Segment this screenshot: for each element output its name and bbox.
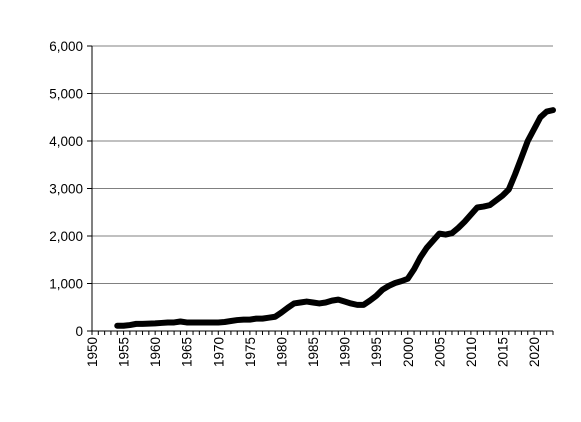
x-tick-label: 1970 (211, 337, 226, 367)
x-axis: 1950 1955 1960 1965 1970 1975 1980 1985 1990 1995… (85, 330, 554, 367)
x-tick-label: 1985 (306, 337, 321, 367)
x-tick-label: 2005 (432, 337, 447, 367)
y-axis: 0 1,000 2,000 3,000 4,000 5,000 6,000 (49, 39, 93, 339)
data-line (114, 107, 556, 329)
x-tick-label: 1960 (148, 337, 163, 367)
y-tick-label: 6,000 (49, 39, 83, 54)
x-tick-label: 2000 (401, 337, 416, 367)
y-tick-label: 4,000 (49, 134, 83, 149)
x-tick-label: 1990 (338, 337, 353, 367)
x-tick-label: 1965 (180, 337, 195, 367)
x-tick-label: 1975 (243, 337, 258, 367)
y-tick-label: 2,000 (49, 229, 83, 244)
x-tick-label: 1995 (369, 337, 384, 367)
y-tick-label: 0 (75, 324, 83, 339)
x-tick-label: 2010 (464, 337, 479, 367)
x-tick-label: 2020 (527, 337, 542, 367)
y-tick-label: 5,000 (49, 87, 83, 102)
y-tick-label: 3,000 (49, 182, 83, 197)
x-tick-label: 1955 (117, 337, 132, 367)
y-tick-label: 1,000 (49, 277, 83, 292)
x-tick-label: 2015 (495, 337, 510, 367)
gridlines (92, 45, 553, 284)
x-tick-label: 1980 (274, 337, 289, 367)
x-tick-label: 1950 (85, 337, 100, 367)
